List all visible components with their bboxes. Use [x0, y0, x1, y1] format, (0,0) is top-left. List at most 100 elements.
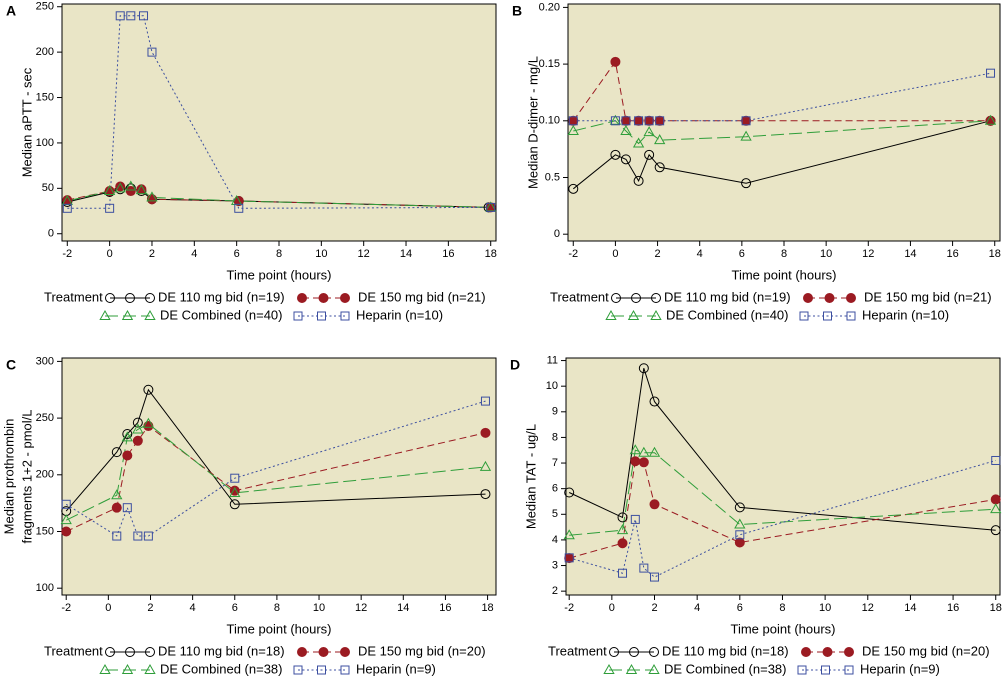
legend-label: DE 150 mg bid (n=21) — [358, 289, 486, 304]
x-tick-label: 18 — [485, 248, 497, 260]
marker — [143, 384, 154, 395]
y-tick-label: 7 — [552, 457, 558, 469]
marker — [629, 444, 641, 455]
marker — [61, 526, 72, 537]
y-tick-label: 100 — [36, 137, 54, 149]
legend-marker — [318, 647, 329, 657]
marker — [734, 502, 745, 513]
marker — [568, 115, 579, 126]
marker — [644, 149, 655, 160]
x-tick-label: 10 — [819, 602, 831, 614]
marker — [655, 116, 665, 126]
legend-marker — [846, 311, 856, 321]
y-tick-label: 250 — [36, 1, 54, 13]
marker — [568, 116, 578, 126]
x-tick-label: 18 — [481, 602, 493, 614]
legend-marker — [125, 293, 135, 303]
x-tick-label: 6 — [232, 602, 238, 614]
x-tick-label: 6 — [739, 248, 745, 260]
marker — [649, 396, 660, 407]
panel-label: B — [512, 3, 522, 19]
y-tick-label: 300 — [36, 355, 54, 367]
marker — [112, 531, 122, 541]
marker — [620, 115, 631, 126]
y-tick-label: 4 — [552, 534, 558, 546]
legend-marker — [125, 647, 135, 657]
y-tick-label: 8 — [552, 431, 558, 443]
legend-title: Treatment — [550, 289, 609, 304]
y-tick-label: 250 — [36, 412, 54, 424]
legend-marker — [605, 309, 617, 320]
legend-marker — [629, 647, 639, 657]
x-tick-label: 16 — [946, 248, 958, 260]
x-tick-label: 10 — [315, 248, 327, 260]
legend-title: Treatment — [44, 643, 103, 658]
y-tick-label: 0.15 — [539, 58, 560, 70]
marker — [638, 446, 650, 457]
marker — [139, 11, 149, 21]
y-tick-label: 0 — [48, 228, 54, 240]
marker — [644, 116, 654, 126]
legend-marker — [317, 665, 326, 675]
legend-marker — [822, 647, 833, 657]
legend-label: DE Combined (n=38) — [664, 661, 786, 676]
legend-marker — [99, 663, 111, 674]
marker — [480, 427, 491, 438]
legend-marker — [650, 309, 662, 320]
x-tick-label: 4 — [694, 602, 700, 614]
x-tick-label: -2 — [62, 248, 72, 260]
marker — [649, 499, 660, 510]
marker — [143, 531, 153, 541]
x-tick-label: 18 — [989, 248, 1001, 260]
legend-label: Heparin (n=9) — [356, 661, 436, 676]
legend-marker — [801, 647, 811, 657]
y-tick-label: 6 — [552, 483, 558, 495]
marker — [620, 154, 631, 165]
legend-label: Heparin (n=9) — [860, 661, 940, 676]
marker — [633, 115, 644, 126]
x-tick-label: 4 — [191, 248, 197, 260]
x-tick-label: 0 — [612, 248, 618, 260]
marker — [142, 417, 155, 428]
marker — [618, 568, 628, 578]
plot-area — [61, 3, 497, 242]
legend-marker — [649, 647, 659, 657]
y-tick-label: 9 — [552, 406, 558, 418]
marker — [132, 417, 143, 428]
marker — [990, 503, 1002, 514]
x-tick-label: 12 — [862, 602, 874, 614]
series-line — [569, 460, 996, 578]
legend-marker — [821, 665, 830, 675]
marker — [648, 446, 661, 457]
y-axis-label: fragments 1+2 - pmol/L — [19, 409, 34, 543]
legend-marker — [627, 309, 640, 320]
marker — [990, 525, 1001, 536]
x-tick-label: 16 — [439, 602, 451, 614]
legend-title: Treatment — [548, 643, 607, 658]
series-line — [65, 423, 486, 521]
marker — [617, 538, 628, 549]
y-tick-label: 200 — [36, 46, 54, 58]
y-tick-label: 150 — [36, 91, 54, 103]
legend-marker — [144, 309, 156, 320]
y-tick-label: 100 — [36, 582, 54, 594]
series-line — [572, 120, 991, 190]
marker — [563, 529, 575, 540]
legend-marker — [121, 309, 134, 320]
marker — [621, 116, 631, 126]
marker — [111, 489, 123, 500]
marker — [620, 124, 632, 136]
x-tick-label: -2 — [61, 602, 71, 614]
marker — [135, 184, 148, 195]
marker — [229, 499, 240, 510]
series-line — [67, 15, 491, 209]
x-tick-label: 14 — [904, 602, 916, 614]
marker — [638, 457, 649, 468]
legend-label: DE 110 mg bid (n=19) — [158, 289, 285, 304]
legend-label: DE Combined (n=40) — [160, 307, 282, 322]
y-tick-label: 0 — [554, 228, 560, 240]
y-axis-label: Median TAT - ug/L — [523, 424, 538, 529]
x-axis-label: Time point (hours) — [732, 267, 837, 282]
legend-marker — [297, 647, 307, 657]
marker — [105, 203, 115, 213]
